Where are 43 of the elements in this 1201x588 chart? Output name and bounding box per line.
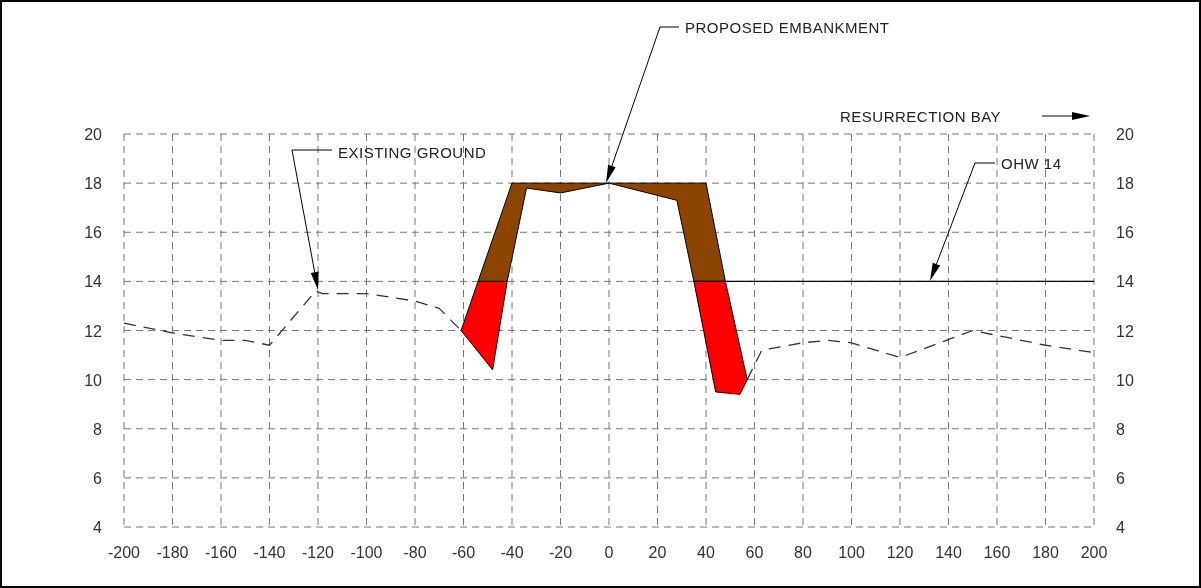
y2-tick-label: 6	[1116, 469, 1125, 487]
x-tick-label: 0	[604, 544, 614, 561]
x-tick-label: 120	[886, 544, 914, 561]
x-tick-label: 180	[1032, 544, 1059, 561]
x-tick-label: -200	[107, 544, 141, 561]
x-tick-label: -20	[548, 544, 573, 561]
y2-tick-label: 16	[1116, 224, 1134, 242]
annotation: EXISTING GROUND	[338, 144, 487, 161]
annotation: OHW 14	[1001, 155, 1062, 172]
y2-tick-label: 12	[1116, 322, 1134, 340]
x-tick-label: -160	[204, 544, 238, 561]
y-tick-label: 20	[84, 126, 103, 143]
text: PROPOSED EMBANKMENT	[685, 19, 890, 36]
x-tick-label: -120	[301, 544, 335, 561]
x-tick-label: 60	[745, 544, 764, 561]
x-tick-label: -40	[500, 544, 524, 561]
x-tick-label: -60	[451, 544, 476, 561]
x-tick-label: 140	[935, 544, 962, 561]
y-tick-label: 8	[93, 420, 103, 438]
y2-tick-label: 14	[1116, 273, 1134, 291]
x-tick-label: 80	[794, 544, 812, 561]
y-tick-label: 10	[84, 371, 103, 389]
y-tick-label: 18	[84, 175, 103, 193]
x-tick-label: 20	[648, 544, 667, 561]
x-tick-label: -80	[403, 544, 427, 561]
x-tick-label: -180	[156, 544, 189, 561]
y2-tick-label: 4	[1116, 519, 1125, 536]
x-tick-label: -100	[350, 544, 383, 561]
y2-tick-label: 10	[1116, 371, 1134, 389]
y-tick-label: 6	[93, 469, 103, 487]
y2-tick-label: 8	[1116, 420, 1125, 438]
y2-tick-label: 20	[1116, 126, 1134, 143]
text: RESURRECTION BAY	[840, 108, 1002, 125]
y-tick-label: 14	[84, 273, 103, 291]
x-tick-label: 100	[838, 544, 865, 561]
y-tick-label: 12	[84, 322, 103, 340]
x-tick-label: -140	[253, 544, 286, 561]
y-tick-label: 16	[84, 224, 103, 242]
x-tick-label: 200	[1080, 544, 1108, 561]
y-tick-label: 4	[93, 519, 103, 536]
y2-tick-label: 18	[1116, 175, 1134, 193]
x-tick-label: 40	[697, 544, 715, 561]
x-tick-label: 160	[983, 544, 1011, 561]
